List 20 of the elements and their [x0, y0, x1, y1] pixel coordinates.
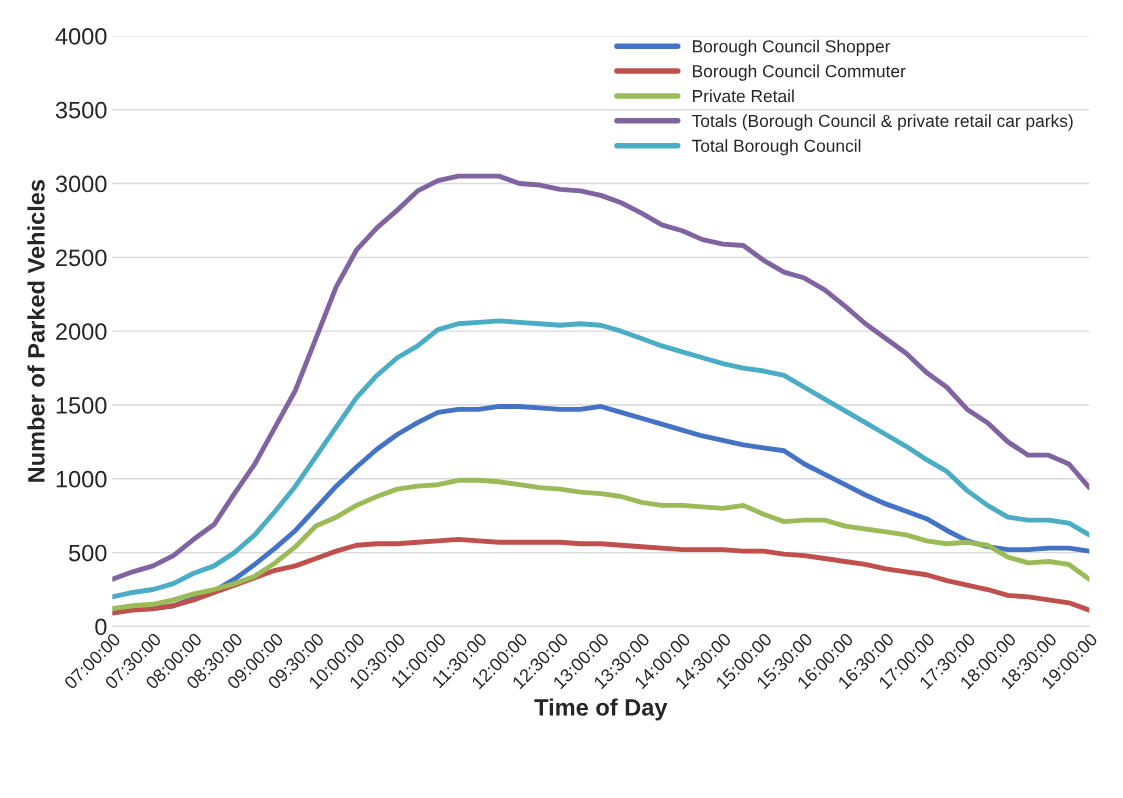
line-series [112, 536, 1090, 616]
legend-label: Borough Council Commuter [693, 64, 906, 81]
y-tick-label: 0 [95, 618, 107, 636]
y-tick-label: 500 [68, 544, 107, 562]
y-tick-label: 3500 [55, 101, 107, 119]
legend-label: Totals (Borough Council & private retail car parks) [692, 114, 1073, 131]
y-tick-label: 1000 [56, 470, 107, 488]
y-tick-label: 2000 [56, 323, 107, 340]
x-axis-title: Time of Day [534, 698, 668, 721]
y-tick-label: 4000 [55, 27, 107, 45]
line-series [112, 318, 1090, 600]
y-tick-label: 2500 [56, 249, 107, 267]
y-tick-label: 3000 [55, 175, 107, 193]
line-series [112, 173, 1090, 582]
line-series [112, 477, 1090, 612]
y-axis-title: Number of Parked Vehicles [27, 179, 45, 482]
legend-label: Private Retail [693, 89, 794, 103]
legend-label: Total Borough Council [692, 139, 861, 156]
legend-label: Borough Council Shopper [693, 39, 891, 56]
y-tick-label: 1500 [56, 397, 107, 414]
